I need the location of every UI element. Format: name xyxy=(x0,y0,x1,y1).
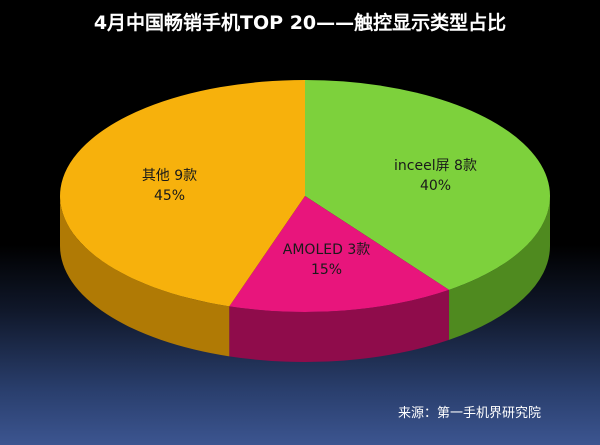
source-note: 来源：第一手机界研究院 xyxy=(398,406,542,421)
slice-percent-0: 40% xyxy=(420,178,451,194)
pie-side-1 xyxy=(229,289,450,362)
slice-label-0: inceel屏 8款 xyxy=(394,158,477,174)
pie-slice-0[interactable] xyxy=(305,80,551,290)
pie-side-2 xyxy=(60,196,230,357)
pie-slice-1[interactable] xyxy=(229,196,450,312)
pie-slice-2[interactable] xyxy=(60,80,306,307)
slice-percent-2: 45% xyxy=(154,188,185,204)
chart-title: 4月中国畅销手机TOP 20——触控显示类型占比 xyxy=(93,12,507,34)
slice-label-1: AMOLED 3款 xyxy=(283,242,370,258)
slice-label-2: 其他 9款 xyxy=(142,168,197,184)
slice-percent-1: 15% xyxy=(311,262,342,278)
pie-side-0 xyxy=(449,196,550,340)
